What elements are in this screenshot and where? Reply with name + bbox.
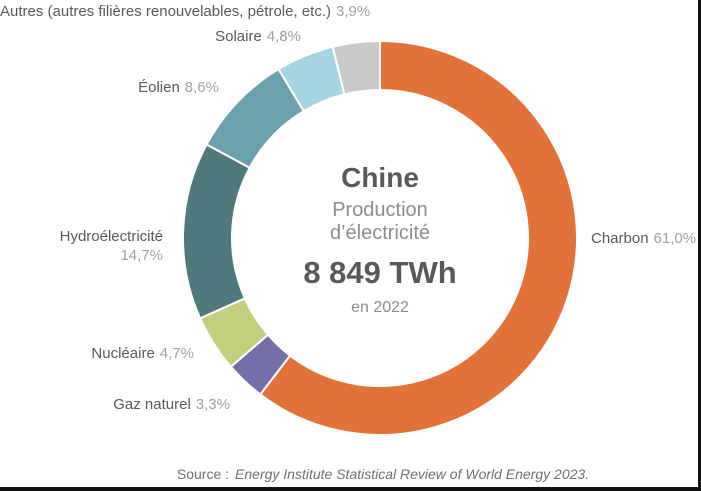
image-frame-right-edge: [698, 0, 701, 491]
subtitle-line1: Production: [332, 199, 428, 221]
label-nucleaire-text: Nucléaire: [91, 345, 155, 362]
label-autres-pct: 3,9%: [336, 3, 371, 20]
image-frame-bottom-edge: [0, 487, 701, 491]
label-solaire-pct: 4,8%: [266, 28, 301, 45]
label-gaz-naturel-text: Gaz naturel: [113, 396, 191, 413]
label-eolien: Éolien 8,6%: [138, 79, 219, 97]
subtitle-line2: d’électricité: [329, 222, 431, 244]
label-eolien-text: Éolien: [138, 79, 180, 96]
label-nucleaire: Nucléaire 4,7%: [91, 345, 194, 363]
label-charbon-text: Charbon: [591, 230, 649, 247]
donut-ring: [182, 40, 578, 436]
period-label: en 2022: [351, 299, 409, 316]
total-value: 8 849 TWh: [303, 255, 457, 290]
label-autres-text: Autres (autres filières renouvelables, p…: [0, 3, 331, 20]
label-eolien-pct: 8,6%: [184, 79, 219, 96]
label-hydroelectricite-pct: 14,7%: [120, 247, 163, 264]
label-autres: Autres (autres filières renouvelables, p…: [0, 3, 370, 21]
source-text: Energy Institute Statistical Review of W…: [235, 466, 590, 482]
source-line: Source : Energy Institute Statistical Rev…: [68, 466, 698, 482]
label-solaire-text: Solaire: [215, 28, 262, 45]
label-charbon-pct: 61,0%: [653, 230, 697, 247]
label-gaz-naturel: Gaz naturel 3,3%: [113, 396, 230, 414]
label-gaz-naturel-pct: 3,3%: [195, 396, 230, 413]
donut-segment-0: [259, 40, 578, 436]
source-prefix: Source :: [176, 466, 230, 482]
donut-center-text: Chine Production d’électricité 8 849 TWh…: [240, 162, 520, 317]
donut-segment-6: [331, 40, 381, 96]
label-hydroelectricite-text: Hydroélectricité: [59, 228, 163, 245]
country-title: Chine: [341, 162, 419, 193]
label-hydroelectricite: Hydroélectricité 14,7%: [60, 228, 163, 265]
label-charbon: Charbon 61,0%: [591, 230, 696, 248]
label-nucleaire-pct: 4,7%: [159, 345, 194, 362]
label-solaire: Solaire 4,8%: [215, 28, 301, 46]
